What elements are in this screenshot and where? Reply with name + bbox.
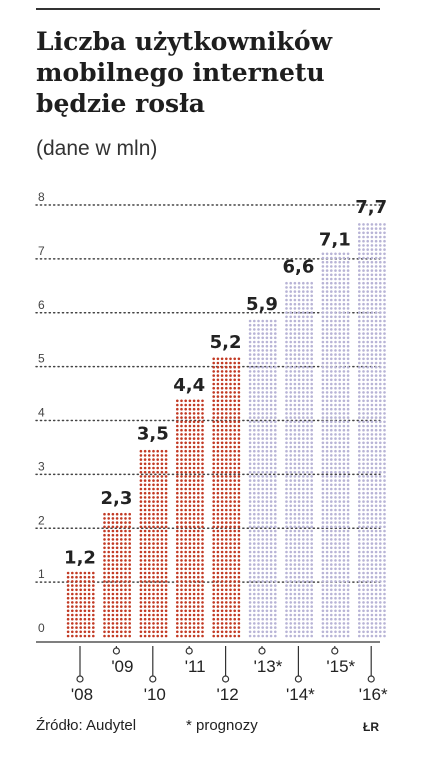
source-label: Źródło: Audytel	[36, 717, 137, 734]
bar-08	[66, 571, 95, 638]
year-marker-dot	[185, 647, 193, 655]
y-tick-label: 8	[38, 190, 45, 204]
year-marker-dot	[367, 675, 375, 683]
chart-subtitle: (dane w mln)	[36, 137, 158, 160]
y-tick-label: 7	[38, 244, 45, 258]
value-label: 6,6	[282, 256, 314, 277]
chart-title: Liczba użytkowników mobilnego internetu …	[36, 27, 333, 118]
year-marker-dot	[331, 647, 339, 655]
year-marker-dot	[222, 675, 230, 683]
value-label: 4,4	[173, 375, 205, 396]
bar-09	[103, 512, 131, 638]
top-rule	[36, 8, 380, 10]
bar-12	[212, 357, 241, 638]
y-tick-label: 1	[38, 567, 45, 581]
value-label: 3,5	[137, 423, 169, 444]
y-tick-label: 3	[38, 459, 45, 473]
y-tick-label: 6	[38, 298, 45, 312]
bar-14	[285, 281, 314, 638]
x-tick-label: '10	[144, 685, 166, 704]
bar-16	[358, 223, 386, 638]
forecast-note: * prognozy	[186, 717, 258, 734]
year-marker-dot	[294, 675, 302, 683]
x-tick-label: '12	[217, 685, 239, 704]
value-label: 1,2	[64, 547, 96, 568]
value-label: 7,7	[355, 197, 387, 218]
bar-10	[139, 449, 168, 638]
y-tick-label: 4	[38, 406, 45, 420]
y-tick-label: 2	[38, 513, 45, 527]
year-marker-dot	[76, 675, 84, 683]
x-tick-label: '15*	[326, 657, 355, 676]
x-tick-label: '09	[111, 657, 133, 676]
year-marker-dot	[258, 647, 266, 655]
bar-13	[248, 319, 277, 638]
bar-15	[321, 252, 350, 638]
author-signature: ŁR	[363, 720, 379, 734]
x-tick-label: '11	[185, 657, 206, 676]
value-label: 5,2	[210, 332, 242, 353]
value-label: 5,9	[246, 294, 278, 315]
x-tick-label: '08	[71, 685, 93, 704]
x-tick-label: '13*	[254, 657, 283, 676]
y-tick-label: 0	[38, 621, 45, 635]
y-tick-label: 5	[38, 352, 45, 366]
x-tick-label: '14*	[286, 685, 315, 704]
year-marker-dot	[149, 675, 157, 683]
x-tick-label: '16*	[359, 685, 388, 704]
value-label: 2,3	[100, 488, 132, 509]
year-marker-dot	[112, 647, 121, 655]
bar-chart: 0 1 2 3 4 5 6 7 8 1,2 '08 2,3 '09 3,5 '10 4,4 '11 5,2 '12 5…	[35, 190, 388, 704]
value-label: 7,1	[319, 229, 351, 250]
bar-11	[176, 399, 204, 638]
